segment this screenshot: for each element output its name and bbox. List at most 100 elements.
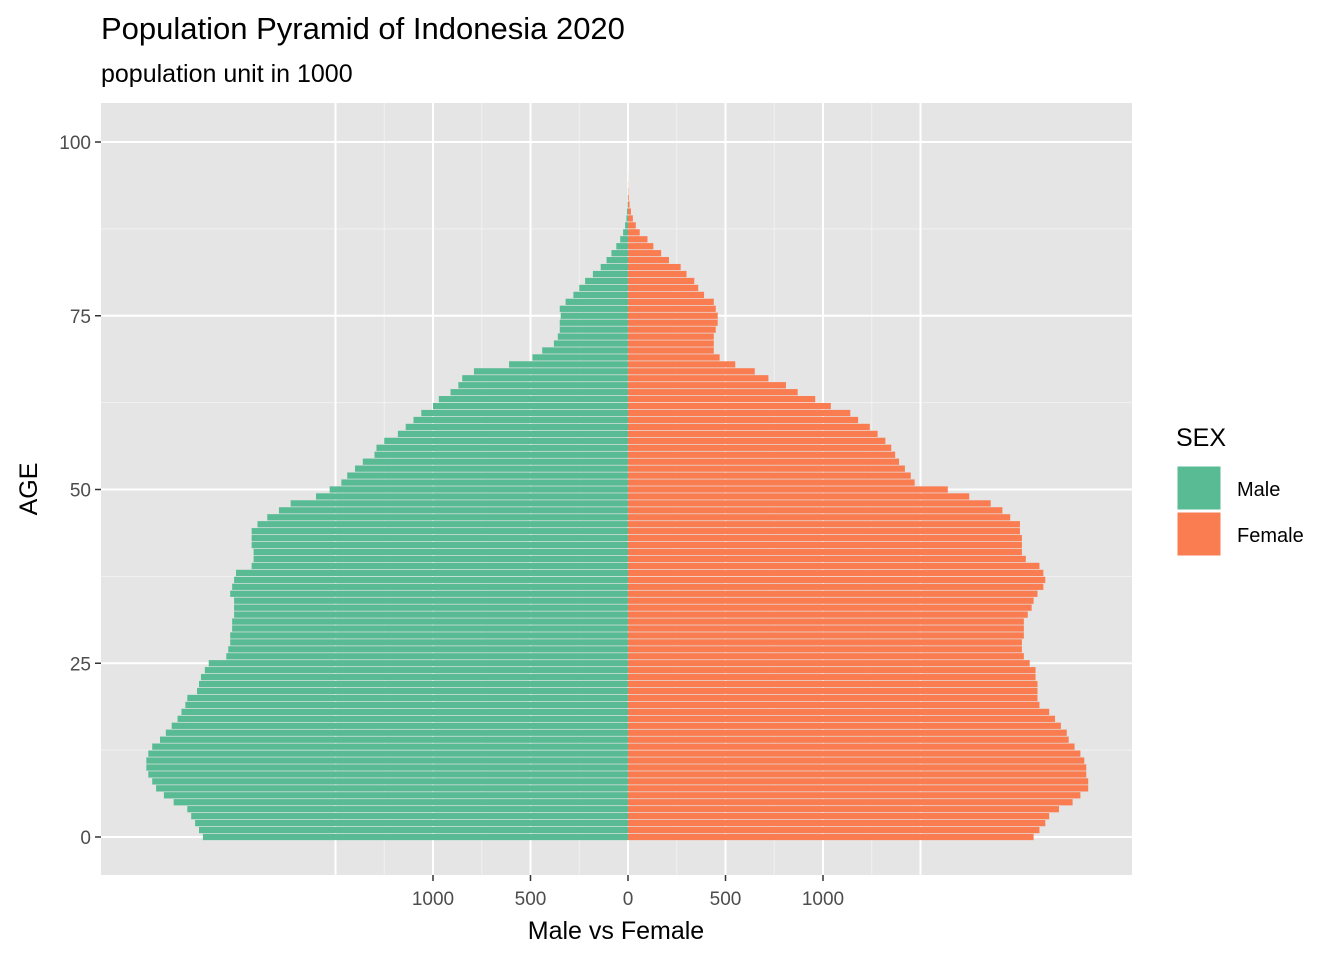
bar-female [628, 361, 736, 368]
bar-female [628, 319, 718, 326]
x-axis-title: Male vs Female [528, 917, 704, 945]
bar-female [628, 611, 1028, 618]
bar-male [199, 680, 628, 688]
bar-female [628, 382, 786, 389]
bar-female [628, 750, 1081, 757]
y-axis-title: AGE [15, 463, 43, 516]
bar-female [628, 312, 718, 319]
bar-female [628, 368, 755, 375]
bar-female [628, 590, 1038, 597]
bar-male [278, 507, 628, 514]
bar-female [628, 618, 1024, 625]
bar-female [628, 514, 1011, 521]
bar-male [232, 625, 628, 632]
bar-female [628, 229, 640, 236]
bar-male [226, 653, 629, 660]
bar-male [565, 298, 628, 305]
bar-male [433, 402, 628, 410]
bar-male [362, 458, 628, 465]
x-tick-label: 500 [710, 889, 742, 910]
bar-male [376, 444, 628, 451]
bar-female [628, 653, 1024, 660]
bar-male [559, 326, 628, 333]
bar-female [628, 500, 991, 507]
bar-female [628, 674, 1036, 681]
bar-male [347, 472, 628, 479]
bar-female [628, 743, 1075, 750]
bar-female [628, 277, 695, 285]
bar-female [628, 396, 816, 403]
bar-female [628, 736, 1069, 743]
bar-female [628, 604, 1032, 611]
y-tick-label: 0 [80, 828, 91, 849]
bar-female [628, 437, 886, 444]
y-tick-label: 100 [59, 133, 91, 154]
bar-female [628, 493, 970, 500]
bar-male [236, 569, 629, 577]
bar-female [628, 701, 1040, 709]
bar-female [628, 298, 714, 305]
bar-male [230, 632, 628, 639]
bar-male [397, 430, 628, 438]
bar-male [228, 646, 628, 653]
bar-female [628, 555, 1026, 563]
bar-female [628, 507, 1003, 514]
bar-female [628, 291, 705, 299]
chart-subtitle: population unit in 1000 [101, 60, 353, 88]
bar-male [165, 729, 628, 736]
bar-male [177, 715, 629, 722]
bar-female [628, 771, 1087, 778]
bar-male [230, 639, 628, 646]
bar-male [187, 694, 629, 702]
bar-male [185, 701, 628, 709]
bar-female [628, 729, 1067, 736]
x-tick-label: 1000 [412, 889, 454, 910]
bar-male [458, 382, 628, 389]
bar-female [628, 819, 1046, 827]
bar-female [628, 757, 1085, 764]
bar-female [628, 333, 714, 340]
bar-female [628, 354, 720, 361]
bar-female [628, 375, 769, 382]
bar-female [628, 806, 1059, 813]
bar-female [628, 715, 1056, 722]
legend-title: SEX [1176, 424, 1226, 452]
bar-female [628, 569, 1044, 577]
bar-female [628, 778, 1089, 785]
bar-male [191, 813, 628, 820]
bar-female [628, 257, 669, 264]
bar-male [560, 312, 628, 319]
bar-female [628, 222, 636, 229]
bar-male [374, 451, 628, 458]
bar-male [625, 222, 628, 229]
bar-male [173, 799, 628, 806]
bar-female [628, 694, 1038, 702]
bar-female [628, 444, 892, 451]
bar-female [628, 708, 1050, 716]
bar-male [557, 333, 628, 340]
bar-female [628, 305, 716, 312]
bar-male [290, 500, 628, 507]
y-tick-label: 50 [70, 481, 91, 502]
bar-female [628, 451, 896, 458]
bar-male [438, 396, 628, 403]
legend-key-female [1176, 511, 1222, 557]
bar-male [197, 687, 629, 695]
bar-male [152, 743, 628, 750]
bar-male [251, 528, 628, 535]
bar-male [204, 667, 628, 674]
bar-male [473, 368, 628, 375]
bar-male [232, 618, 628, 625]
bar-female [628, 583, 1044, 590]
legend-label-female: Female [1237, 525, 1304, 547]
x-axis: 1000 500 0 500 1000 [412, 875, 844, 910]
bar-male [181, 708, 628, 716]
bar-male [405, 423, 628, 431]
bar-male [195, 819, 628, 827]
bar-female [628, 423, 870, 431]
bar-female [628, 194, 629, 201]
bar-female [628, 236, 648, 243]
bar-female [628, 479, 915, 486]
bar-male [579, 284, 628, 292]
